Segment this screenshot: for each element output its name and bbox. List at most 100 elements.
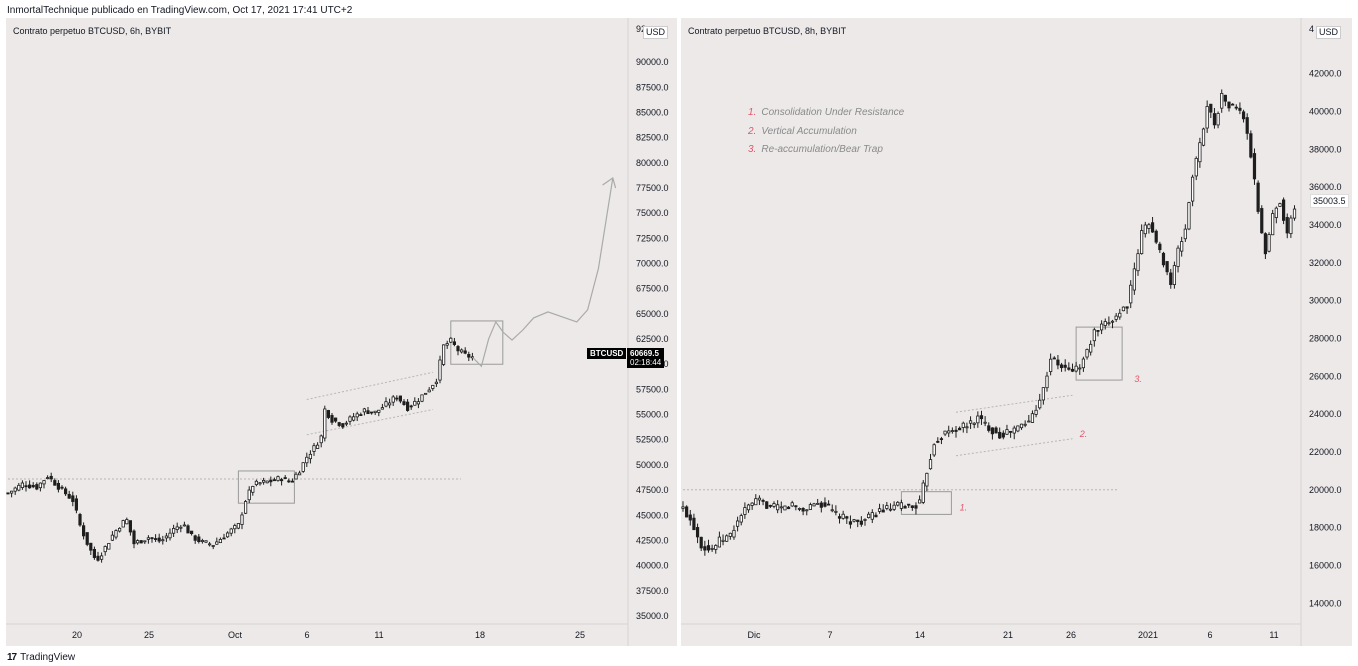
legend-item-1: 1. Consolidation Under Resistance	[748, 107, 905, 118]
candle-body	[164, 535, 168, 539]
candle-body	[269, 479, 273, 483]
consolidation-box	[237, 470, 295, 504]
candle-body	[125, 519, 129, 525]
candle-body	[251, 486, 255, 493]
candle-body	[1063, 364, 1067, 368]
y-tick-label: 62500.0	[636, 334, 669, 344]
candle-body	[1282, 199, 1286, 221]
candle-body	[1038, 399, 1042, 409]
candle-body	[459, 349, 464, 353]
y-tick-label: 82500.0	[636, 133, 669, 143]
candle-body	[805, 509, 809, 512]
candle-body	[819, 502, 823, 508]
candle-body	[1070, 368, 1075, 372]
candle-body	[1187, 202, 1191, 230]
candle-body	[1008, 430, 1013, 433]
candle-body	[823, 502, 827, 507]
candle-body	[391, 396, 395, 403]
candle-body	[1278, 203, 1282, 207]
candle-body	[1049, 358, 1053, 372]
y-tick-label: 22000.0	[1309, 447, 1342, 457]
candle-body	[1223, 94, 1227, 102]
candle-body	[467, 354, 471, 358]
y-tick-label: 16000.0	[1309, 560, 1342, 570]
candle-body	[323, 408, 327, 439]
left-currency-label[interactable]: USD	[643, 26, 669, 39]
candle-body	[276, 476, 280, 481]
candle-body	[1212, 113, 1217, 126]
candle-body	[750, 502, 754, 506]
candle-body	[1081, 358, 1086, 369]
candle-body	[456, 346, 460, 352]
candle-body	[845, 516, 849, 519]
right-currency-label[interactable]: USD	[1316, 26, 1342, 39]
candle-body	[1238, 107, 1242, 111]
candle-body	[6, 492, 10, 495]
candle-body	[132, 530, 136, 545]
candle-body	[830, 509, 834, 512]
y-tick-label: 45000.0	[636, 510, 669, 520]
candle-body	[757, 497, 762, 501]
candle-body	[413, 400, 417, 406]
left-chart-panel[interactable]: Contrato perpetuo BTCUSD, 6h, BYBIT 9000…	[6, 18, 677, 646]
candle-body	[38, 482, 43, 489]
candle-body	[186, 525, 190, 534]
right-legend: 1. Consolidation Under Resistance 2. Verti…	[748, 104, 904, 160]
candle-body	[452, 341, 457, 345]
candle-body	[1172, 265, 1177, 286]
y-tick-label: 72500.0	[636, 233, 669, 243]
y-tick-label: 50000.0	[636, 460, 669, 470]
candle-body	[783, 505, 787, 511]
candle-body	[692, 517, 696, 531]
candle-body	[1074, 365, 1078, 372]
candle-body	[398, 395, 403, 402]
candle-body	[315, 444, 320, 449]
candle-body	[157, 537, 161, 542]
candle-body	[710, 547, 714, 550]
candle-body	[1129, 284, 1133, 304]
candle-body	[290, 480, 295, 483]
y-tick-label: 28000.0	[1309, 333, 1342, 343]
candle-body	[947, 430, 951, 434]
candle-body	[233, 525, 237, 530]
y-tick-label-partial: 92	[636, 24, 646, 34]
publish-header: InmortalTechnique publicado en TradingVi…	[7, 5, 353, 16]
candle-body	[207, 543, 212, 546]
candle-body	[852, 519, 856, 522]
right-chart-panel[interactable]: Contrato perpetuo BTCUSD, 8h, BYBIT 4200…	[681, 18, 1352, 646]
candle-body	[1019, 423, 1024, 429]
candle-body	[405, 401, 410, 411]
candle-body	[1052, 357, 1056, 360]
y-tick-label: 87500.0	[636, 82, 669, 92]
candle-body	[78, 514, 82, 526]
candle-body	[110, 534, 114, 541]
candle-body	[754, 498, 758, 506]
candle-body	[182, 524, 186, 527]
footer: 17 TradingView	[7, 652, 75, 663]
candle-body	[204, 540, 208, 543]
candle-body	[135, 540, 140, 544]
candle-body	[229, 528, 233, 534]
x-tick-label: 25	[575, 630, 585, 640]
right-chart-canvas[interactable]: 42000.0 40000.0 38000.0 36000.0 34000.0 32000…	[681, 18, 1352, 646]
candle-body	[1190, 176, 1195, 202]
candle-body	[917, 499, 922, 504]
candle-body	[808, 504, 812, 510]
right-chart-title: Contrato perpetuo BTCUSD, 8h, BYBIT	[688, 26, 847, 36]
candle-body	[1150, 222, 1155, 233]
y-tick-label: 35000.0	[636, 611, 669, 621]
candle-body	[387, 402, 392, 406]
y-tick-label-partial: 4	[1309, 24, 1314, 34]
candle-body	[1176, 247, 1180, 267]
candle-body	[13, 487, 17, 492]
candle-body	[1234, 106, 1238, 109]
candle-body	[265, 480, 269, 484]
candle-body	[121, 520, 125, 528]
candle-body	[1249, 133, 1253, 158]
candle-body	[1245, 117, 1249, 134]
candle-body	[441, 344, 446, 365]
candle-body	[1147, 224, 1151, 229]
candle-body	[222, 537, 226, 540]
left-chart-canvas[interactable]: 90000.0 87500.0 85000.0 82500.0 80000.0 77500…	[6, 18, 677, 646]
candle-body	[1118, 312, 1122, 318]
